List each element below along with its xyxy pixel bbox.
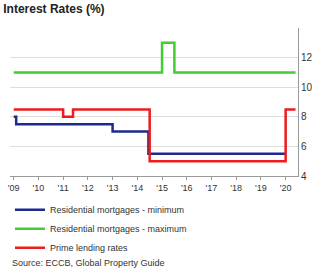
svg-text:'12: '12 [82,183,94,193]
svg-text:Residential mortgages - maximu: Residential mortgages - maximum [50,224,187,234]
svg-text:'20: '20 [280,183,292,193]
svg-text:Source: ECCB, Global Property: Source: ECCB, Global Property Guide [12,258,165,268]
svg-text:8: 8 [301,111,307,122]
svg-text:'16: '16 [181,183,193,193]
svg-text:'18: '18 [230,183,242,193]
svg-text:'14: '14 [131,183,143,193]
svg-text:12: 12 [301,52,313,63]
svg-text:'09: '09 [8,183,20,193]
svg-text:'17: '17 [206,183,218,193]
svg-text:'19: '19 [255,183,267,193]
svg-text:10: 10 [301,82,313,93]
svg-text:'10: '10 [33,183,45,193]
svg-text:'15: '15 [156,183,168,193]
svg-text:Residential mortgages - minimu: Residential mortgages - minimum [50,205,184,215]
svg-text:Prime lending rates: Prime lending rates [50,243,128,253]
svg-text:4: 4 [301,171,307,182]
svg-text:Interest Rates (%): Interest Rates (%) [3,2,104,16]
svg-text:'13: '13 [107,183,119,193]
svg-text:6: 6 [301,141,307,152]
svg-text:'11: '11 [58,183,69,193]
